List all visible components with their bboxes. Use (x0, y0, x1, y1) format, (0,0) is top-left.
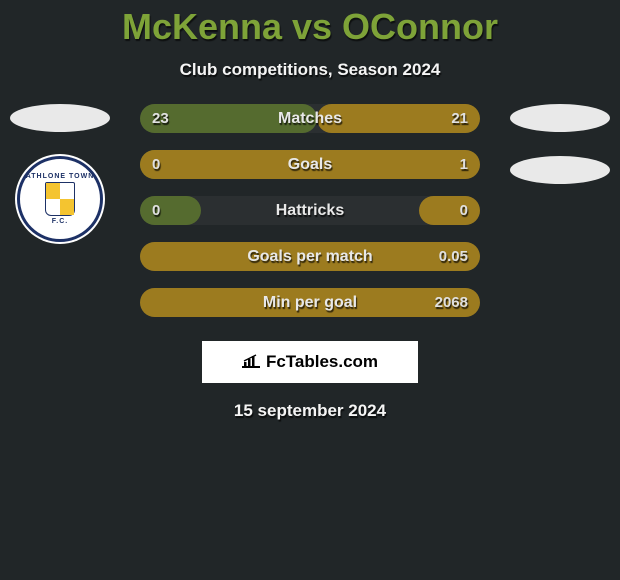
crest-shield-icon (45, 182, 75, 216)
stat-bar-left-value: 0 (152, 196, 160, 225)
right-player-column (510, 104, 610, 208)
stat-bar-label: Hattricks (140, 196, 480, 225)
page-subtitle: Club competitions, Season 2024 (0, 60, 620, 80)
stat-bar-right-value: 2068 (435, 288, 468, 317)
stat-bar: Goals per match0.05 (140, 242, 480, 271)
stat-bar-label: Min per goal (140, 288, 480, 317)
source-badge: FcTables.com (202, 341, 418, 383)
stat-bar-label: Matches (140, 104, 480, 133)
snapshot-date: 15 september 2024 (0, 401, 620, 421)
stat-bar: Matches23 21 (140, 104, 480, 133)
left-player-column: ATHLONE TOWN F.C. (10, 104, 110, 242)
stat-bar: Hattricks0 0 (140, 196, 480, 225)
stat-bar-right-value: 21 (451, 104, 468, 133)
stat-bar-right-value: 0.05 (439, 242, 468, 271)
stat-bar-right-value: 0 (460, 196, 468, 225)
right-player-slot-1 (510, 104, 610, 132)
stat-bars: Matches2321Goals01Hattricks00Goals per m… (140, 104, 480, 317)
stat-bar-left-value: 23 (152, 104, 169, 133)
stat-bar: Min per goal2068 (140, 288, 480, 317)
source-text: FcTables.com (266, 352, 378, 372)
stat-bar-right-value: 1 (460, 150, 468, 179)
left-player-slot (10, 104, 110, 132)
comparison-arena: ATHLONE TOWN F.C. Matches2321Goals01Hatt… (0, 104, 620, 317)
stat-bar: Goals0 1 (140, 150, 480, 179)
stat-bar-left-value: 0 (152, 150, 160, 179)
crest-bottom-text: F.C. (52, 218, 68, 225)
right-player-slot-2 (510, 156, 610, 184)
left-club-crest: ATHLONE TOWN F.C. (17, 156, 103, 242)
page-title: McKenna vs OConnor (0, 0, 620, 48)
chart-icon (242, 354, 260, 372)
crest-top-text: ATHLONE TOWN (26, 173, 95, 180)
stat-bar-label: Goals (140, 150, 480, 179)
stat-bar-label: Goals per match (140, 242, 480, 271)
